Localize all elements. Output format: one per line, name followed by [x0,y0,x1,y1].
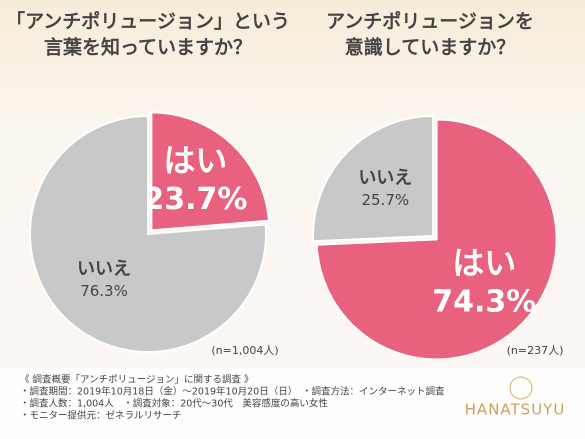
value-label: 76.3% [80,282,128,300]
chart-title: 意識していますか？ [345,36,515,59]
pie-slice [150,111,271,232]
footer-line: ・調査人数：1,004人 ・調査対象：20代〜30代 美容感度の高い女性 [20,398,328,410]
value-label: 74.3% [432,285,536,320]
footer-line: ・モニター提供元：ゼネラルリサーチ [20,410,182,422]
pie-slice [29,114,267,353]
footer-line: ・調査期間：2019年10月18日（金）〜2019年10月20日（日） ・調査方… [20,386,445,398]
pie-slice [312,114,434,243]
slice-label: いいえ [77,259,131,280]
pie-slice [315,118,558,361]
slice-label: いいえ [358,167,412,188]
brand-logo [509,376,533,400]
value-label: 23.7% [143,182,247,217]
value-label: 25.7% [361,191,409,209]
footer-line: 《 調査概要「アンチポリュージョン」に関する調査 》 [20,374,253,386]
sample-note: (n=1,004人) [211,344,278,357]
footer-box [0,368,585,439]
chart-title: 言葉を知っていますか？ [44,36,252,59]
chart-title: 「アンチポリュージョン」という [6,10,290,33]
sample-note: (n=237人) [507,344,564,357]
slice-label: はい [452,244,516,282]
chart-title: アンチポリュージョンを [326,10,534,33]
brand: HANATSUYU [465,401,566,419]
slice-label: はい [163,142,227,180]
